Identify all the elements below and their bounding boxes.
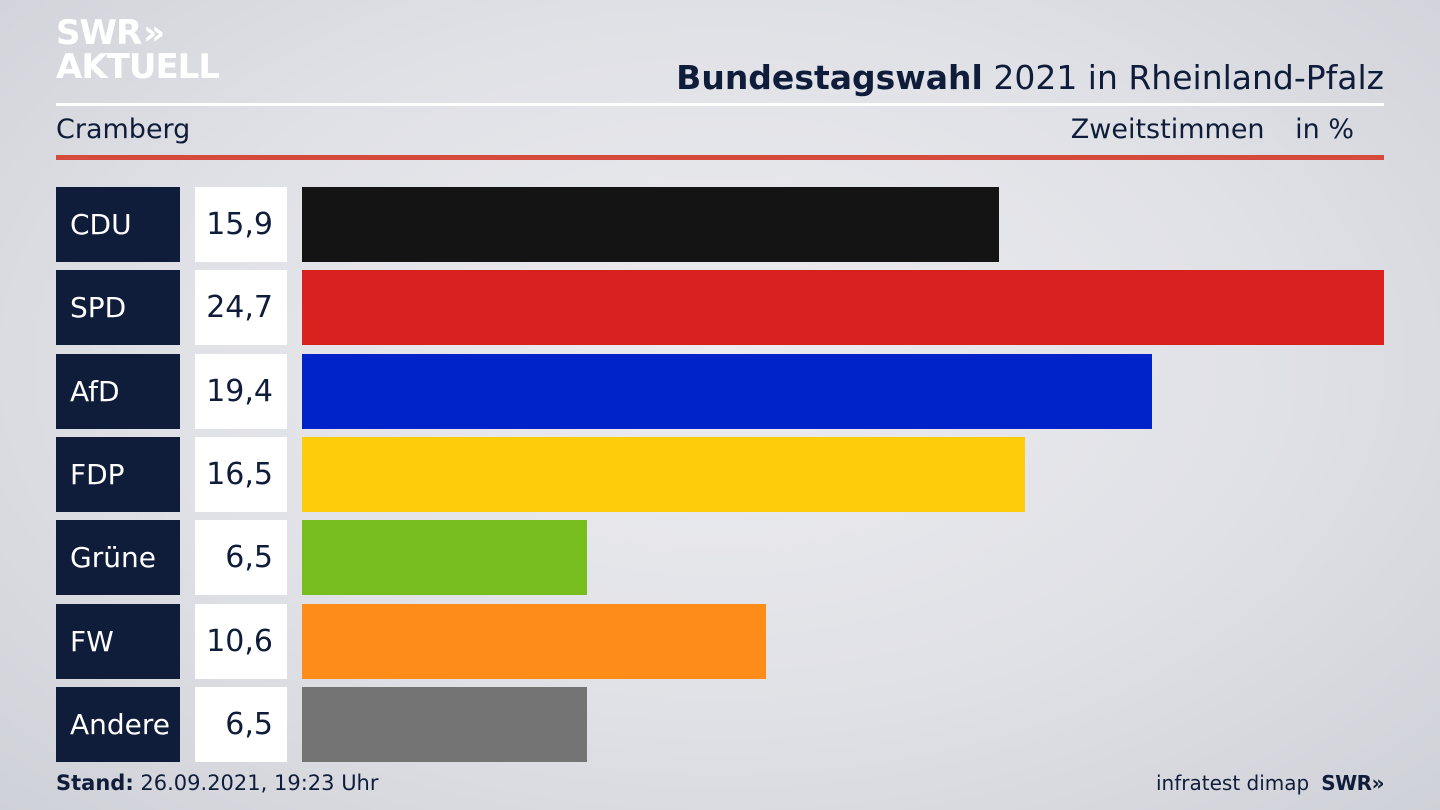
metric-name: Zweitstimmen [1070, 114, 1265, 145]
value-label: 19,4 [195, 353, 287, 429]
bar [302, 270, 1384, 346]
value-label: 15,9 [195, 187, 287, 262]
bar-row: FW 10,6 [56, 603, 1384, 679]
metric-unit: in % [1295, 114, 1354, 145]
logo-chevron-icon: » [143, 13, 165, 53]
swr-brand: SWR» [1321, 771, 1384, 795]
bar-row: CDU 15,9 [56, 187, 1384, 262]
party-label: FW [56, 603, 180, 679]
party-label: Andere [56, 686, 180, 762]
bar [302, 686, 587, 762]
bar [302, 603, 766, 679]
timestamp-label: Stand: [56, 771, 134, 795]
party-label: Grüne [56, 520, 180, 596]
value-label: 10,6 [195, 603, 287, 679]
value-label: 6,5 [195, 686, 287, 762]
chart-title-rest: 2021 in Rheinland-Pfalz [993, 58, 1384, 97]
timestamp: Stand: 26.09.2021, 19:23 Uhr [56, 771, 379, 795]
party-label: CDU [56, 187, 180, 262]
bar-row: FDP 16,5 [56, 436, 1384, 512]
bar-row: AfD 19,4 [56, 353, 1384, 429]
bar-row: Grüne 6,5 [56, 520, 1384, 596]
party-label: SPD [56, 270, 180, 346]
bar-row: SPD 24,7 [56, 270, 1384, 346]
swr-brand-text: SWR [1321, 771, 1372, 795]
logo-swr-text: SWR [56, 13, 142, 53]
value-label: 16,5 [195, 436, 287, 512]
bar-row: Andere 6,5 [56, 686, 1384, 762]
swr-aktuell-logo: SWR » AKTUELL [56, 13, 220, 87]
source-name: infratest dimap [1156, 771, 1310, 795]
logo-aktuell-text: AKTUELL [56, 47, 220, 87]
region-name: Cramberg [56, 114, 191, 145]
metric-label: Zweitstimmen in % [1071, 114, 1354, 145]
value-label: 6,5 [195, 520, 287, 596]
chart-title: Bundestagswahl 2021 in Rheinland-Pfalz [676, 58, 1384, 97]
bar [302, 353, 1152, 429]
chart-title-bold: Bundestagswahl [676, 58, 983, 97]
bar [302, 187, 999, 262]
party-label: AfD [56, 353, 180, 429]
bar [302, 436, 1025, 512]
accent-divider [56, 155, 1384, 160]
swr-brand-chevron-icon: » [1371, 771, 1385, 795]
bar [302, 520, 587, 596]
party-label: FDP [56, 436, 180, 512]
timestamp-value: 26.09.2021, 19:23 Uhr [140, 771, 379, 795]
source-credit: infratest dimap SWR» [1156, 771, 1385, 795]
header-divider [56, 103, 1384, 106]
value-label: 24,7 [195, 270, 287, 346]
